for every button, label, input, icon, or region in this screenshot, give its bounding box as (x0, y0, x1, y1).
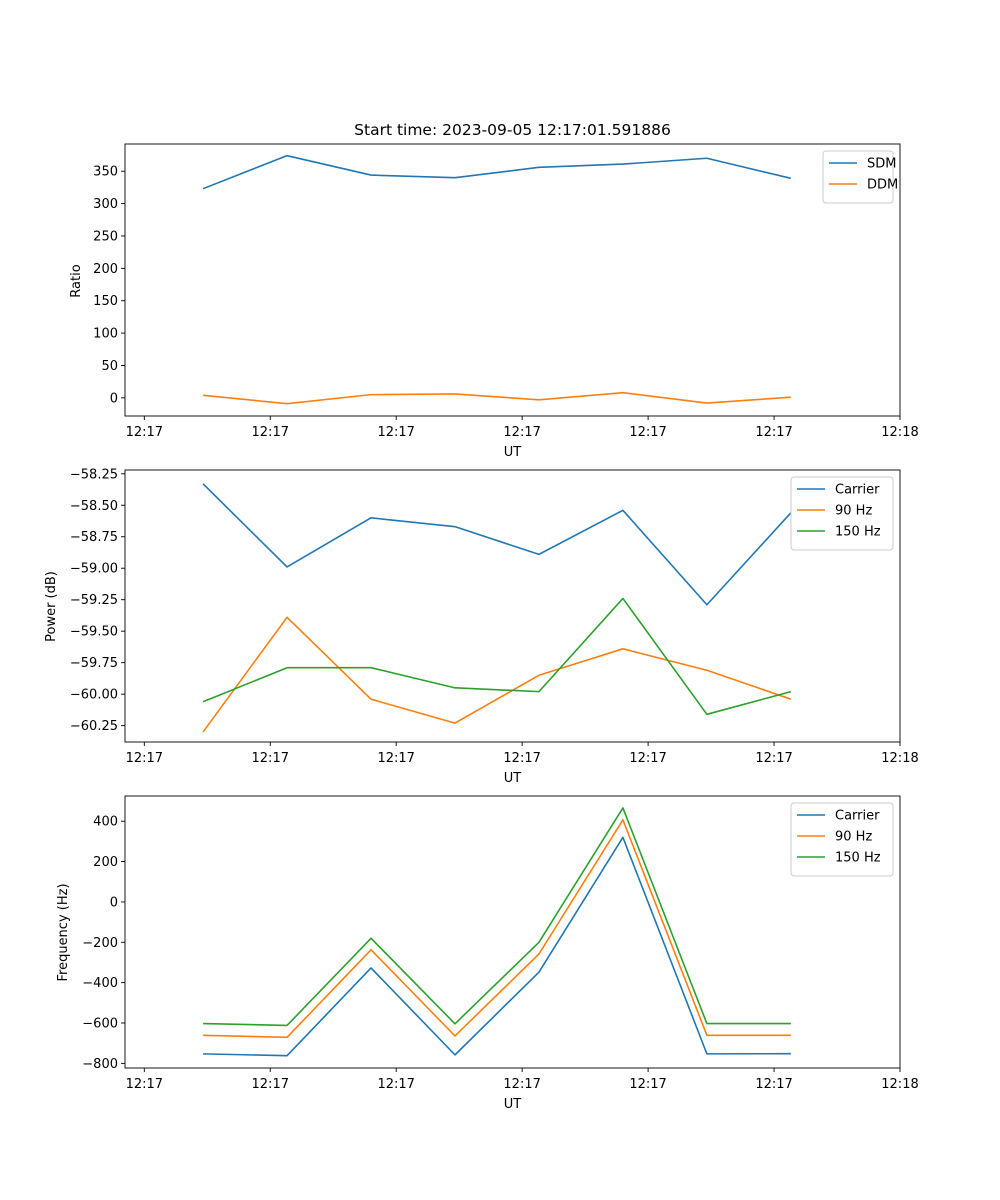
x-tick-label: 12:17 (252, 751, 289, 766)
x-tick-label: 12:17 (503, 751, 540, 766)
legend-label: 90 Hz (835, 830, 872, 845)
y-axis-label: Ratio (69, 264, 84, 297)
series-line-carrier (202, 483, 792, 606)
y-tick-label: −58.50 (70, 499, 118, 514)
x-tick-label: 12:17 (252, 425, 289, 440)
legend: SDM DDM (822, 150, 898, 204)
y-tick-label: 0 (110, 895, 118, 910)
y-tick-label: 250 (93, 229, 118, 244)
x-tick-label: 12:17 (503, 425, 540, 440)
y-tick-label: −800 (82, 1057, 118, 1072)
legend-label: Carrier (835, 483, 880, 498)
series-line-sdm (202, 154, 792, 190)
x-tick-label: 12:18 (881, 425, 918, 440)
x-axis-label: UT (504, 771, 522, 786)
power-subplot: 12:17 12:17 12:17 12:17 12:17 12:17 12:18 −58.2… (44, 467, 919, 786)
x-tick-label: 12:17 (503, 1077, 540, 1092)
y-tick-label: −60.25 (70, 719, 118, 734)
y-tick-label: −59.25 (70, 593, 118, 608)
x-axis-label: UT (504, 445, 522, 460)
x-tick-label: 12:17 (377, 425, 414, 440)
y-tick-label: −58.75 (70, 530, 118, 545)
legend-label: 150 Hz (835, 525, 881, 540)
legend-box (822, 150, 894, 204)
y-tick-label: 200 (93, 855, 118, 870)
x-tick-label: 12:17 (755, 425, 792, 440)
y-tick-label: 350 (93, 165, 118, 180)
y-tick-label: 100 (93, 327, 118, 342)
series-line-carrier (203, 836, 791, 1057)
axes-frame (124, 143, 901, 417)
x-tick-label: 12:17 (629, 425, 666, 440)
chart-title: Start time: 2023-09-05 12:17:01.591886 (354, 121, 671, 139)
x-tick-label: 12:18 (881, 751, 918, 766)
frequency-subplot: 12:17 12:17 12:17 12:17 12:17 12:17 12:18 −800 −… (56, 795, 919, 1112)
legend-label: 90 Hz (835, 504, 872, 519)
y-tick-label: 200 (93, 262, 118, 277)
y-tick-label: 50 (101, 359, 118, 374)
x-tick-label: 12:17 (629, 1077, 666, 1092)
y-tick-label: 0 (110, 391, 118, 406)
x-tick-label: 12:17 (755, 751, 792, 766)
y-tick-label: −400 (82, 976, 118, 991)
y-axis-label: Frequency (Hz) (56, 883, 71, 981)
y-tick-label: −200 (82, 936, 118, 951)
axes-frame (124, 469, 901, 743)
series-line-90-hz (203, 819, 791, 1039)
frequency-plot-area: 12:17 12:17 12:17 12:17 12:17 12:17 12:18 −800 −… (82, 795, 919, 1092)
x-tick-label: 12:17 (755, 1077, 792, 1092)
y-tick-label: 150 (93, 294, 118, 309)
x-tick-label: 12:18 (881, 1077, 918, 1092)
y-tick-label: −60.00 (70, 688, 118, 703)
x-tick-label: 12:17 (126, 1077, 163, 1092)
series-line-150-hz (203, 807, 791, 1027)
legend-label: Carrier (835, 809, 880, 824)
y-tick-label: −59.00 (70, 562, 118, 577)
x-tick-label: 12:17 (629, 751, 666, 766)
axes-frame (124, 795, 901, 1069)
power-plot-area: 12:17 12:17 12:17 12:17 12:17 12:17 12:18 −58.2… (70, 467, 919, 766)
x-tick-label: 12:17 (252, 1077, 289, 1092)
y-tick-label: −59.75 (70, 656, 118, 671)
legend: Carrier 90 Hz 150 Hz (790, 802, 894, 877)
legend-label: DDM (867, 178, 898, 193)
y-tick-label: 400 (93, 815, 118, 830)
legend-label: 150 Hz (835, 851, 881, 866)
legend-label: SDM (867, 157, 896, 172)
ratio-subplot: Start time: 2023-09-05 12:17:01.591886 1… (69, 121, 919, 460)
series-line-150-hz (202, 597, 792, 716)
y-axis-label: Power (dB) (44, 571, 59, 642)
ratio-plot-area: 12:17 12:17 12:17 12:17 12:17 12:17 12:18 0 50 10… (93, 143, 919, 440)
legend: Carrier 90 Hz 150 Hz (790, 476, 894, 551)
y-tick-label: −59.50 (70, 625, 118, 640)
x-axis-label: UT (504, 1097, 522, 1112)
y-tick-label: 300 (93, 197, 118, 212)
x-tick-label: 12:17 (377, 1077, 414, 1092)
series-line-ddm (203, 391, 791, 405)
series-line-90-hz (202, 616, 792, 733)
x-tick-label: 12:17 (126, 425, 163, 440)
y-tick-label: −600 (82, 1017, 118, 1032)
y-tick-label: −58.25 (70, 467, 118, 482)
x-tick-label: 12:17 (126, 751, 163, 766)
x-tick-label: 12:17 (377, 751, 414, 766)
